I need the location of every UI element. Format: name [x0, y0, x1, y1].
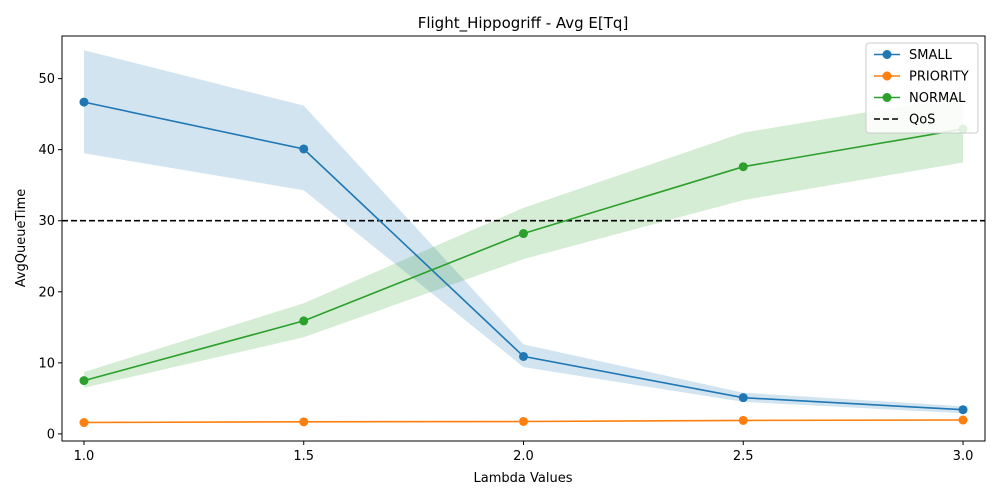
point-small-1: [299, 144, 309, 154]
x-tick-label-1: 1.5: [293, 449, 314, 464]
y-tick-label-4: 40: [38, 143, 55, 158]
x-axis-label: Lambda Values: [474, 471, 573, 486]
x-axis-ticks: 1.0 1.5 2.0 2.5 3.0: [74, 441, 974, 464]
point-small-2: [519, 351, 528, 361]
point-priority-3: [738, 415, 748, 425]
legend-marker-small: [882, 50, 892, 59]
point-priority-1: [299, 417, 309, 427]
legend-marker-normal: [882, 93, 892, 102]
band-small: [84, 50, 963, 414]
y-axis-label: AvgQueueTime: [14, 189, 29, 288]
chart-title: Flight_Hippogriff - Avg E[Tq]: [418, 14, 629, 33]
point-small-0: [79, 97, 89, 107]
x-tick-label-2: 2.0: [513, 449, 534, 464]
point-normal-3: [738, 162, 748, 172]
point-priority-4: [958, 415, 968, 425]
x-tick-label-4: 3.0: [953, 449, 974, 464]
legend-label-priority: PRIORITY: [909, 70, 969, 85]
y-axis-ticks: 0 10 20 30 40 50: [38, 72, 62, 442]
y-tick-label-2: 20: [38, 285, 55, 300]
legend: SMALL PRIORITY NORMAL QoS: [865, 42, 979, 134]
x-tick-label-0: 1.0: [74, 449, 95, 464]
point-small-4: [958, 405, 968, 415]
point-small-3: [738, 393, 748, 403]
legend-marker-priority: [882, 71, 892, 81]
y-tick-label-3: 30: [38, 214, 55, 229]
y-tick-label-1: 10: [38, 356, 55, 371]
x-tick-label-3: 2.5: [733, 449, 754, 464]
legend-label-small: SMALL: [909, 48, 953, 63]
point-priority-2: [519, 416, 528, 426]
point-normal-1: [299, 316, 309, 326]
y-tick-label-5: 50: [38, 72, 55, 87]
point-normal-2: [519, 229, 528, 239]
legend-label-qos: QoS: [909, 113, 935, 128]
point-priority-0: [79, 418, 89, 428]
point-normal-0: [79, 376, 89, 386]
legend-label-normal: NORMAL: [909, 91, 966, 106]
legend-box: [865, 42, 979, 134]
y-tick-label-0: 0: [47, 427, 55, 442]
